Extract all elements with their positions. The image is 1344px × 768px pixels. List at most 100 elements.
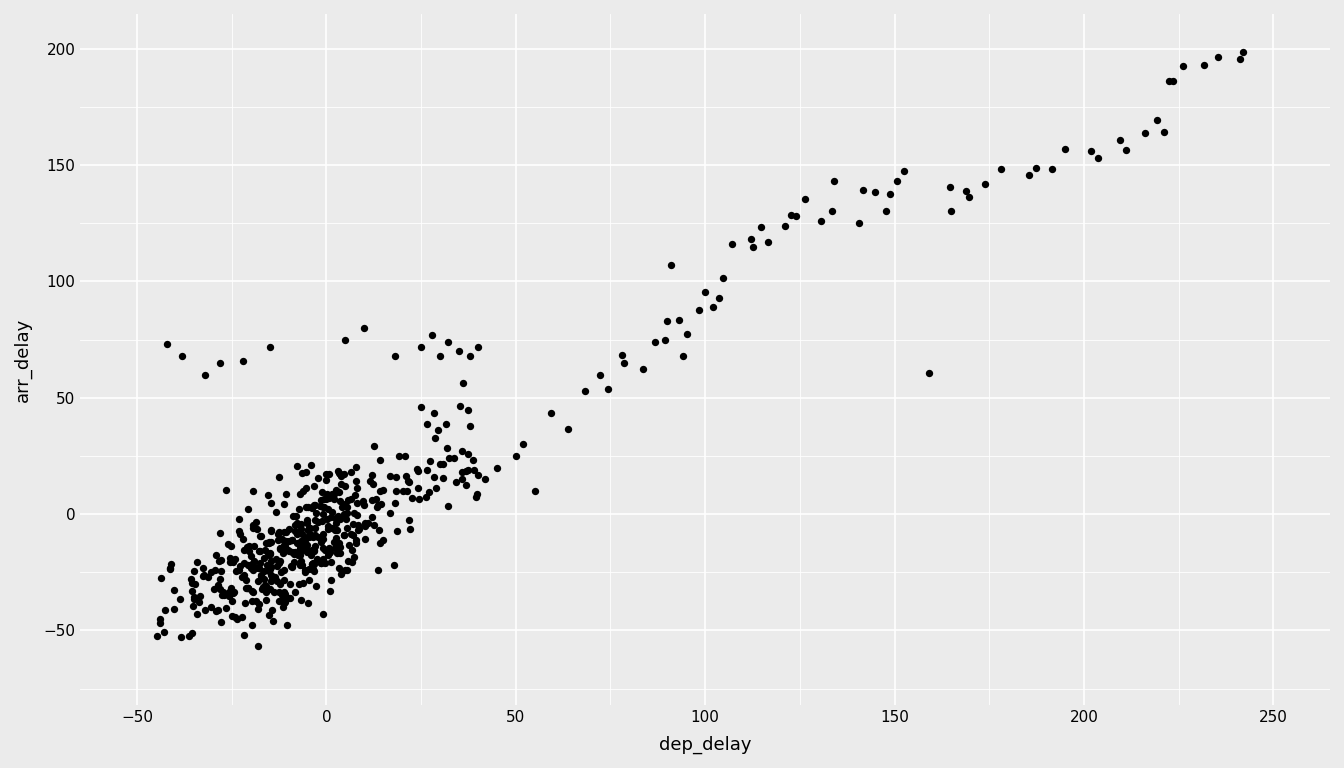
Point: [155, 604, 176, 616]
Point: [231, 571, 253, 584]
Point: [415, 491, 437, 503]
Point: [398, 475, 419, 487]
Point: [210, 554, 231, 566]
Point: [181, 600, 203, 612]
Point: [234, 568, 255, 581]
Point: [242, 585, 263, 598]
Point: [249, 545, 270, 558]
Point: [238, 582, 259, 594]
Point: [794, 193, 816, 205]
Point: [319, 546, 340, 558]
Point: [290, 522, 312, 535]
Point: [336, 564, 358, 576]
Point: [304, 499, 325, 511]
Point: [306, 515, 328, 528]
Point: [211, 589, 233, 601]
Point: [327, 546, 348, 558]
Point: [265, 571, 286, 583]
Point: [313, 533, 335, 545]
Point: [308, 531, 329, 543]
Point: [466, 469, 488, 482]
Point: [276, 488, 297, 500]
Point: [296, 514, 317, 526]
Point: [298, 563, 320, 575]
Point: [301, 545, 323, 557]
Point: [558, 423, 579, 435]
Point: [457, 448, 478, 460]
Point: [358, 517, 379, 529]
Point: [708, 292, 730, 304]
Point: [241, 562, 262, 574]
Point: [228, 513, 250, 525]
Point: [676, 327, 698, 339]
Point: [245, 595, 266, 607]
Point: [290, 594, 312, 606]
Point: [319, 547, 340, 559]
Point: [317, 522, 339, 535]
Point: [301, 502, 323, 514]
Point: [417, 417, 438, 429]
Point: [305, 579, 327, 591]
Point: [958, 191, 980, 204]
Point: [328, 562, 349, 574]
Point: [298, 521, 320, 534]
Point: [235, 574, 257, 587]
Point: [243, 540, 265, 552]
Point: [274, 540, 296, 552]
Point: [386, 470, 407, 482]
Point: [251, 583, 273, 595]
Point: [396, 485, 418, 498]
Point: [190, 589, 211, 601]
Point: [398, 476, 419, 488]
Point: [280, 560, 301, 572]
Point: [454, 465, 476, 477]
Point: [273, 545, 294, 558]
Point: [407, 482, 429, 495]
Point: [304, 498, 325, 511]
Point: [210, 573, 231, 585]
Point: [347, 525, 368, 537]
Point: [343, 529, 364, 541]
Point: [233, 354, 254, 366]
Point: [181, 577, 203, 589]
Point: [310, 486, 332, 498]
Point: [431, 458, 453, 470]
Point: [292, 544, 313, 556]
Point: [304, 479, 325, 492]
Point: [308, 472, 329, 484]
Point: [339, 538, 360, 551]
Point: [918, 367, 939, 379]
Point: [437, 442, 458, 454]
Point: [281, 546, 302, 558]
Point: [250, 530, 271, 542]
Point: [192, 562, 214, 574]
Point: [435, 418, 457, 430]
Point: [296, 546, 317, 558]
Point: [254, 573, 276, 585]
Point: [228, 564, 250, 576]
Point: [183, 565, 204, 578]
Point: [323, 488, 344, 501]
Point: [204, 564, 226, 577]
Point: [336, 521, 358, 534]
Point: [367, 499, 388, 511]
Point: [366, 501, 387, 513]
Point: [200, 565, 222, 578]
Point: [774, 220, 796, 232]
Point: [430, 458, 452, 470]
Point: [203, 582, 224, 594]
Point: [312, 515, 333, 527]
Point: [590, 369, 612, 381]
Point: [429, 349, 450, 362]
Point: [1040, 164, 1062, 176]
Point: [939, 180, 961, 193]
Point: [273, 564, 294, 576]
Point: [242, 585, 263, 598]
Point: [222, 556, 243, 568]
Point: [1116, 144, 1137, 156]
Point: [250, 529, 271, 541]
Point: [294, 536, 316, 548]
Point: [286, 528, 308, 540]
Point: [257, 489, 278, 502]
Point: [327, 525, 348, 537]
